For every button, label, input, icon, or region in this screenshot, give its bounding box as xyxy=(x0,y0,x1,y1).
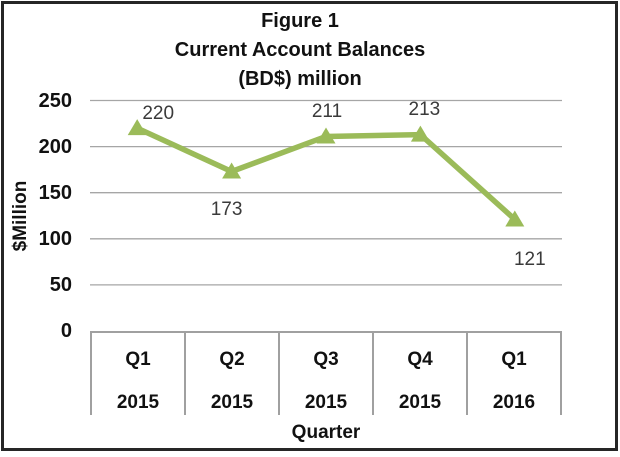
year-label: 2015 xyxy=(398,392,442,413)
quarter-label: Q2 xyxy=(219,349,245,370)
year-label: 2015 xyxy=(304,392,348,413)
y-tick-label: 200 xyxy=(38,135,72,158)
data-point-label: 173 xyxy=(210,199,243,221)
data-point-label: 220 xyxy=(142,103,175,125)
data-point-marker xyxy=(222,162,242,179)
quarter-label: Q1 xyxy=(125,349,151,370)
chart-title-line2: Current Account Balances xyxy=(174,39,426,61)
chart-title-line3: (BD$) million xyxy=(238,68,362,90)
data-point-marker xyxy=(505,210,525,227)
x-category-cell: Q1 2015 xyxy=(92,333,186,415)
data-point-marker xyxy=(127,119,147,136)
x-axis-title: Quarter xyxy=(291,422,361,443)
data-point-label: 211 xyxy=(311,101,343,123)
y-tick-label: 50 xyxy=(49,273,72,296)
x-category-cell: Q1 2016 xyxy=(468,333,560,415)
y-tick-label: 150 xyxy=(38,181,72,204)
y-tick-label: 0 xyxy=(60,320,72,342)
year-label: 2016 xyxy=(492,392,536,413)
chart-title: Figure 1 Current Account Balances (BD$) … xyxy=(0,7,600,94)
y-tick-label: 100 xyxy=(38,227,72,250)
quarter-label: Q4 xyxy=(407,349,433,370)
data-point-marker xyxy=(316,127,336,144)
year-label: 2015 xyxy=(116,392,160,413)
x-category-cell: Q2 2015 xyxy=(186,333,280,415)
data-point-label: 213 xyxy=(408,98,441,120)
quarter-label: Q3 xyxy=(313,349,339,370)
chart-plot-svg xyxy=(90,99,562,286)
y-tick-label: 250 xyxy=(38,89,72,112)
x-category-cell: Q4 2015 xyxy=(374,333,468,415)
x-category-cell: Q3 2015 xyxy=(280,333,374,415)
quarter-label: Q1 xyxy=(501,349,527,370)
x-axis-category-table: Q1 2015 Q2 2015 Q3 2015 Q4 2015 Q1 2016 xyxy=(90,331,562,415)
chart-title-line1: Figure 1 xyxy=(261,10,339,32)
data-point-marker xyxy=(410,125,430,142)
year-label: 2015 xyxy=(210,392,254,413)
data-point-label: 121 xyxy=(513,249,546,271)
